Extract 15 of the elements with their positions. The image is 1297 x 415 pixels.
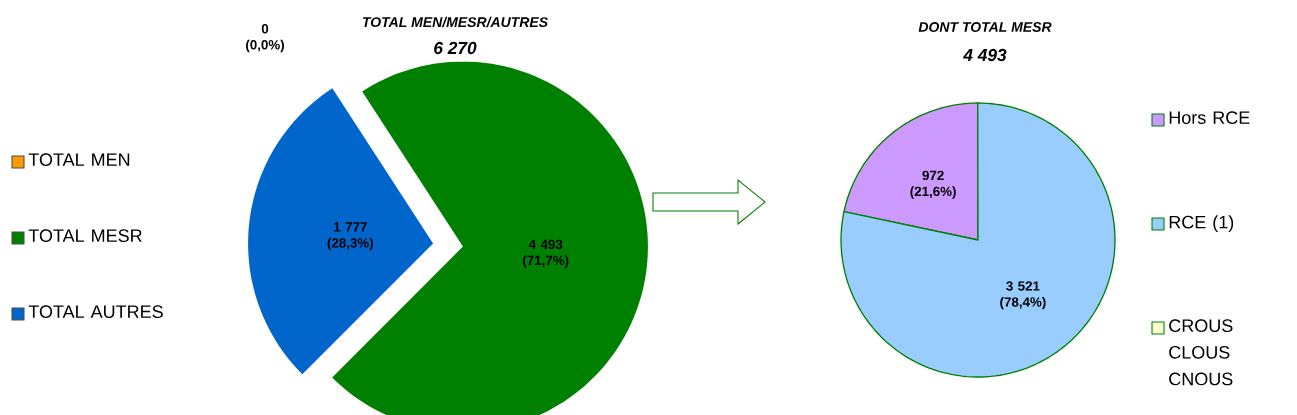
legend-label: TOTAL MESR xyxy=(28,229,142,243)
data-label: 4 493 (71,7%) xyxy=(523,239,569,268)
chart-title: TOTAL MEN/MESR/AUTRES xyxy=(362,16,548,28)
legend-label: TOTAL AUTRES xyxy=(28,305,163,319)
data-label: 1 777 (28,3%) xyxy=(327,222,373,251)
data-label: 3 521 (78,4%) xyxy=(1000,281,1046,310)
legend-label: RCE (1) xyxy=(1169,215,1234,233)
legend-label: CROUS CLOUS CNOUS xyxy=(1169,319,1233,386)
text: 0 (0,0%) xyxy=(246,24,284,53)
legend-label: TOTAL MEN xyxy=(28,153,130,167)
chart-subtitle: 4 493 xyxy=(963,48,1007,62)
chart-subtitle: 6 270 xyxy=(434,41,477,55)
legend-label: Hors RCE xyxy=(1169,111,1250,125)
chart-title: DONT TOTAL MESR xyxy=(918,22,1052,32)
data-label: 972 (21,6%) xyxy=(910,170,956,199)
